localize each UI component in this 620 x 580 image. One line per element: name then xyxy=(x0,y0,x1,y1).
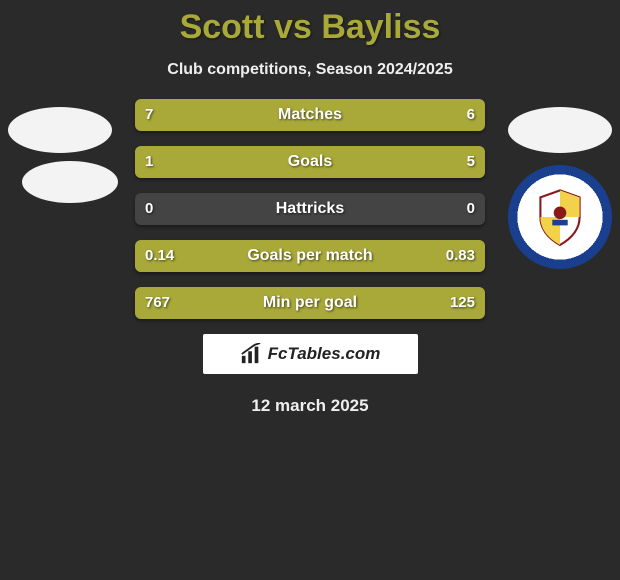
stat-label: Hattricks xyxy=(135,193,485,225)
player2-name: Bayliss xyxy=(321,8,440,46)
stat-value-right: 0.83 xyxy=(446,240,475,272)
stat-label: Matches xyxy=(135,99,485,131)
stat-value-left: 767 xyxy=(145,287,170,319)
player2-avatar xyxy=(508,107,612,153)
subtitle: Club competitions, Season 2024/2025 xyxy=(0,61,620,79)
stat-row: Goals1 5 xyxy=(135,146,485,178)
stat-value-left: 0 xyxy=(145,193,153,225)
stat-label: Min per goal xyxy=(135,287,485,319)
stat-value-left: 7 xyxy=(145,99,153,131)
brand-text: FcTables.com xyxy=(268,344,381,364)
player1-avatar-top xyxy=(8,107,112,153)
stat-value-right: 125 xyxy=(450,287,475,319)
stat-row: Min per goal767 125 xyxy=(135,287,485,319)
stat-rows: Matches7 6 Goals1 5 Hattricks0 0 Goals per mat… xyxy=(135,99,485,319)
stat-row: Hattricks0 0 xyxy=(135,193,485,225)
stat-value-right: 0 xyxy=(467,193,475,225)
vs-text: vs xyxy=(274,8,312,46)
stat-value-left: 1 xyxy=(145,146,153,178)
crest-icon xyxy=(525,182,595,252)
stat-value-left: 0.14 xyxy=(145,240,174,272)
stat-value-right: 5 xyxy=(467,146,475,178)
bars-icon xyxy=(240,343,262,365)
stat-row: Matches7 6 xyxy=(135,99,485,131)
stat-label: Goals per match xyxy=(135,240,485,272)
brand-badge[interactable]: FcTables.com xyxy=(203,334,418,374)
player1-name: Scott xyxy=(180,8,265,46)
stat-value-right: 6 xyxy=(467,99,475,131)
stat-row: Goals per match0.14 0.83 xyxy=(135,240,485,272)
player2-club-badge xyxy=(508,165,612,269)
stat-label: Goals xyxy=(135,146,485,178)
page-title: Scott vs Bayliss xyxy=(0,0,620,47)
date-text: 12 march 2025 xyxy=(0,396,620,416)
comparison-stage: Matches7 6 Goals1 5 Hattricks0 0 Goals per mat… xyxy=(0,99,620,416)
player1-avatar-bottom xyxy=(22,161,118,203)
